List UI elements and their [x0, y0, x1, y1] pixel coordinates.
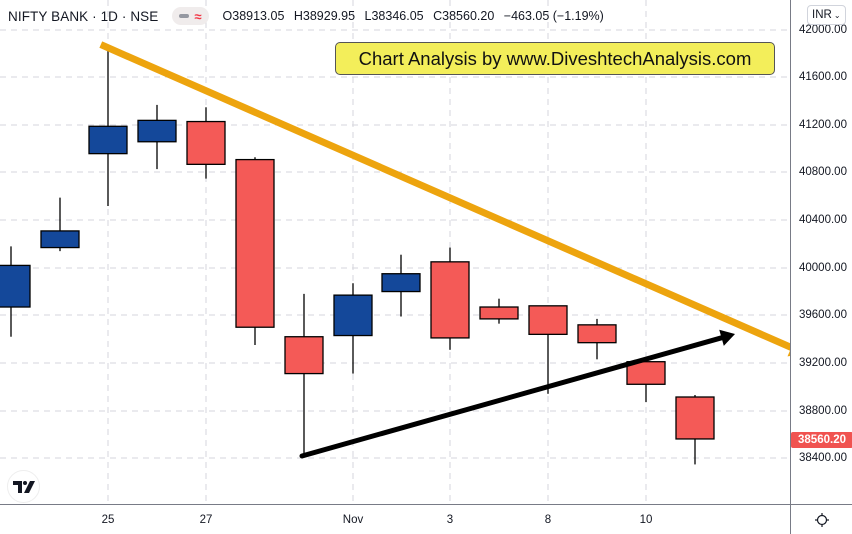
- time-tick: 27: [199, 514, 213, 526]
- resistance-arrowhead-icon: [787, 350, 790, 357]
- price-tick: 40400.00: [799, 214, 847, 226]
- ohlc-values: O38913.05 H38929.95 L38346.05 C38560.20 …: [223, 9, 610, 23]
- candle[interactable]: [626, 361, 666, 403]
- candle-body: [0, 264, 31, 308]
- candle[interactable]: [381, 254, 421, 317]
- candle[interactable]: [0, 246, 31, 337]
- time-tick: 25: [101, 514, 115, 526]
- tradingview-logo-icon[interactable]: [7, 470, 40, 503]
- candle-body: [381, 273, 421, 293]
- price-tick: 41600.00: [799, 71, 847, 83]
- price-axis[interactable]: 42000.00 41600.00 41200.00 40800.00 40400.00…: [790, 0, 852, 504]
- market-status-icon: ≈: [194, 8, 202, 24]
- candle-body: [186, 120, 226, 165]
- support-arrowhead-icon: [719, 329, 735, 346]
- candle[interactable]: [528, 305, 568, 394]
- symbol-title[interactable]: NIFTY BANK · 1D · NSE: [8, 8, 159, 24]
- low-value: L38346.05: [364, 9, 424, 23]
- time-tick: 8: [544, 514, 552, 526]
- currency-label: INR: [812, 9, 832, 21]
- price-tick: 38800.00: [799, 405, 847, 417]
- banner-text: Chart Analysis by www.DiveshtechAnalysis…: [358, 47, 752, 69]
- symbol-legend: NIFTY BANK · 1D · NSE ≈ O38913.05 H38929…: [8, 6, 610, 26]
- candle[interactable]: [479, 298, 519, 324]
- high-value: H38929.95: [293, 9, 356, 23]
- resistance-trendline: [99, 41, 790, 351]
- settings-gear-icon: [814, 512, 829, 527]
- candle[interactable]: [284, 293, 324, 454]
- candle-body: [577, 324, 617, 344]
- more-dots-icon: [179, 14, 190, 18]
- candle[interactable]: [333, 283, 373, 374]
- candle-body: [88, 125, 128, 155]
- candle-body: [40, 230, 80, 249]
- candle[interactable]: [186, 107, 226, 179]
- candle[interactable]: [40, 197, 80, 252]
- candle-body: [675, 396, 715, 440]
- analysis-banner: Chart Analysis by www.DiveshtechAnalysis…: [335, 42, 775, 75]
- change-value: −463.05 (−1.19%): [503, 9, 604, 23]
- time-axis[interactable]: 25 27 Nov 3 8 10: [0, 504, 790, 534]
- support-trendline: [299, 335, 725, 459]
- price-tick: 40000.00: [799, 262, 847, 274]
- candle[interactable]: [235, 157, 275, 346]
- candle[interactable]: [430, 247, 470, 350]
- candle[interactable]: [137, 104, 177, 170]
- price-tick: 39200.00: [799, 357, 847, 369]
- candle[interactable]: [88, 46, 128, 206]
- candle-body: [626, 361, 666, 385]
- candlestick-chart[interactable]: [0, 0, 790, 504]
- currency-selector[interactable]: INR ⌄: [807, 5, 846, 25]
- last-price-label: 38560.20: [791, 432, 852, 448]
- legend-status-pill[interactable]: ≈: [172, 7, 209, 25]
- time-tick: 10: [639, 514, 653, 526]
- candle-body: [479, 306, 519, 320]
- time-tick: Nov: [342, 514, 364, 526]
- candle[interactable]: [675, 394, 715, 465]
- price-tick: 40800.00: [799, 166, 847, 178]
- candle-body: [333, 294, 373, 337]
- candle-body: [235, 158, 275, 328]
- chart-pane[interactable]: [0, 0, 790, 504]
- candle-body: [137, 119, 177, 143]
- candle-body: [284, 336, 324, 375]
- tv-logo-glyph: [12, 480, 35, 493]
- chart-settings-button[interactable]: [790, 504, 852, 534]
- price-tick: 42000.00: [799, 24, 847, 36]
- candle-body: [430, 261, 470, 339]
- time-tick: 3: [446, 514, 454, 526]
- candle-body: [528, 305, 568, 336]
- price-tick: 38400.00: [799, 452, 847, 464]
- open-value: O38913.05: [222, 9, 285, 23]
- close-value: C38560.20: [433, 9, 495, 23]
- chevron-down-icon: ⌄: [833, 10, 841, 20]
- price-tick: 41200.00: [799, 119, 847, 131]
- candle[interactable]: [577, 318, 617, 360]
- price-tick: 39600.00: [799, 309, 847, 321]
